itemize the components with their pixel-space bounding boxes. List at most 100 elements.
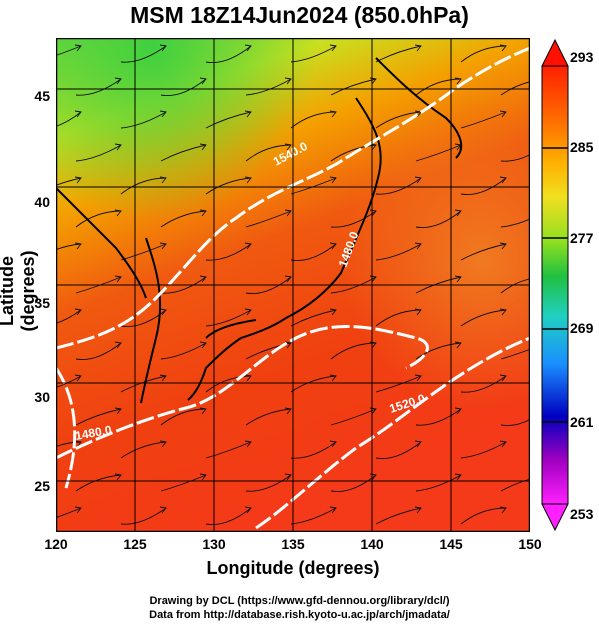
colorbar-tick-253: 253 [570,506,594,522]
streamline [460,45,507,63]
streamline-arrowhead [244,176,252,184]
colorbar-tick-285: 285 [570,139,594,155]
drawing-credit: Drawing by DCL (https://www.gfd-dennou.o… [149,595,450,607]
streamline [290,507,337,525]
y-axis-label: Latitude (degrees) [0,250,38,332]
streamline-arrowhead [74,176,82,184]
streamline-arrowhead [414,506,422,514]
streamline [205,111,252,129]
contour-label-1480-south: 1480.0 [74,423,113,443]
streamline-arrowhead [199,77,207,85]
streamline-arrowhead [74,440,82,448]
streamline [375,243,422,261]
streamline-arrowhead [74,308,82,316]
streamline [460,243,507,261]
streamline-arrowhead [159,506,167,514]
x-tick-120: 120 [44,536,68,552]
streamline-arrowhead [454,77,462,85]
colorbar-gradient [541,65,569,505]
streamline-arrowhead [199,143,207,151]
streamline-arrowhead [499,110,507,118]
streamline [160,408,207,426]
streamline-arrowhead [329,242,337,250]
streamline-arrowhead [74,110,82,118]
streamline-arrowhead [159,308,167,316]
streamline-arrowhead [159,110,167,118]
streamline-arrowhead [114,341,122,349]
streamline-arrowhead [499,44,507,52]
streamline-arrowhead [199,341,207,349]
streamline [290,309,337,327]
streamline [120,441,167,459]
streamline [245,210,292,228]
streamline-arrowhead [244,506,252,514]
streamline [160,474,207,492]
streamline [290,111,337,129]
streamline-arrowhead [284,143,292,151]
streamline [290,375,337,393]
colorbar-top-arrow [541,38,569,67]
streamline [205,441,252,459]
streamline [415,210,462,229]
streamline-arrowhead [329,176,337,184]
streamline [120,507,167,525]
streamline [205,507,252,525]
streamline [460,111,507,129]
streamline-arrowhead [244,110,252,118]
streamline-arrowhead [499,374,507,382]
streamline-arrowhead [414,44,422,52]
streamline-arrowhead [329,440,337,448]
streamline-arrowhead [414,176,422,184]
streamline [120,45,167,63]
y-tick-35: 35 [34,295,50,311]
streamline [500,418,530,426]
streamline [290,45,337,63]
streamline [375,507,422,525]
streamline [415,144,462,162]
streamline-arrowhead [74,374,82,382]
map-title: MSM 18Z14Jun2024 (850.0hPa) [130,2,469,28]
y-tick-45: 45 [34,88,50,104]
streamline-arrowhead [329,506,337,514]
streamline [500,478,530,492]
streamline-arrowhead [414,440,422,448]
streamline-arrowhead [414,242,422,250]
streamline [160,276,207,294]
x-axis-label: Longitude (degrees) [206,558,380,578]
streamline-arrowhead [199,275,207,283]
streamline-arrowhead [114,473,122,481]
streamline-arrowhead [329,44,337,52]
streamline-arrowhead [284,275,292,283]
streamline-arrowhead [414,374,422,382]
streamline [245,144,292,162]
plot-frame [56,38,530,532]
streamline-arrowhead [244,374,252,382]
streamline-arrowhead [454,275,462,283]
streamline-arrowhead [244,308,252,316]
streamline-arrowhead [74,506,82,514]
streamline [460,177,507,196]
streamline [415,474,462,492]
streamline-arrowhead [159,44,167,52]
streamline-arrowhead [159,242,167,250]
streamline [460,441,507,459]
streamline [205,375,252,393]
streamline [245,78,292,96]
streamline [75,78,122,96]
lat-lon-grid [56,38,530,532]
wind-streamlines [56,44,530,525]
streamline-arrowhead [499,176,507,184]
streamline [375,441,422,459]
x-tick-140: 140 [360,536,384,552]
streamline-arrowhead [284,209,292,217]
streamline-arrowhead [329,110,337,118]
streamline [75,144,122,162]
streamline-arrowhead [454,407,462,415]
streamline-arrowhead [284,341,292,349]
streamline-arrowhead [159,176,167,184]
streamline-arrowhead [454,473,462,481]
streamline [160,78,207,97]
x-tick-125: 125 [123,536,147,552]
streamline [120,309,167,328]
streamline-arrowhead [74,242,82,250]
